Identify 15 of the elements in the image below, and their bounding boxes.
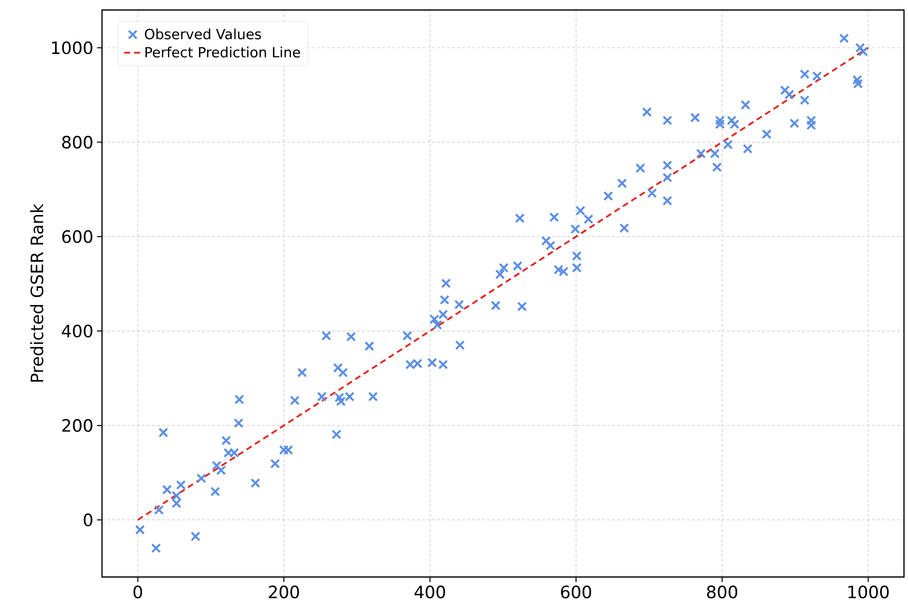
y-tick-label: 0 <box>84 513 92 526</box>
y-tick-label: 800 <box>62 136 92 149</box>
y-tick-label: 200 <box>62 419 92 432</box>
legend-label: Observed Values <box>144 28 261 40</box>
x-tick-label: 1000 <box>848 586 889 598</box>
x-tick-label: 800 <box>707 586 738 598</box>
y-tick-label: 600 <box>62 230 92 244</box>
y-axis-title: Predicted GSER Rank <box>30 204 44 382</box>
x-tick-label: 200 <box>268 586 299 598</box>
y-tick-label: 1000 <box>52 41 92 54</box>
x-tick-label: 0 <box>134 586 142 598</box>
y-tick-label: 400 <box>62 324 92 338</box>
x-tick-label: 400 <box>414 586 446 598</box>
x-tick-label: 600 <box>561 586 592 598</box>
legend-label: Perfect Prediction Line <box>146 46 300 58</box>
